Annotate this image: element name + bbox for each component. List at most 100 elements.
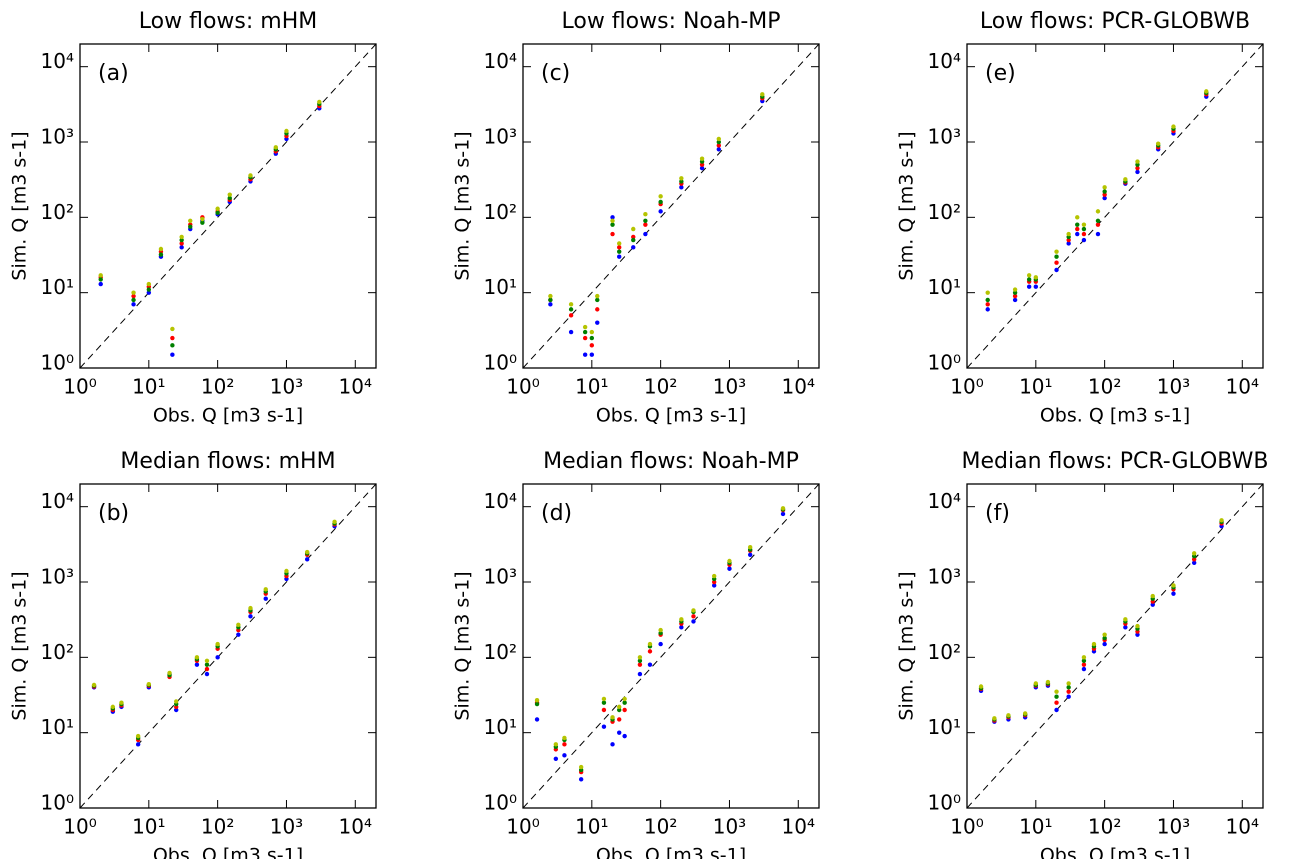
data-point [562, 735, 567, 741]
x-tick-label: 10⁴ [782, 815, 815, 839]
data-point [1066, 685, 1071, 690]
data-point [679, 617, 684, 622]
data-point [601, 696, 607, 702]
data-point [553, 756, 559, 761]
annotation: (a) [98, 61, 129, 86]
y-tick-label: 10¹ [484, 275, 517, 299]
data-point [631, 245, 636, 250]
data-point [170, 343, 175, 348]
data-point [215, 655, 220, 660]
y-tick-label: 10³ [484, 125, 517, 149]
data-point [1091, 641, 1097, 647]
data-point [236, 632, 241, 637]
data-point [1066, 237, 1071, 243]
data-point [1135, 162, 1140, 167]
data-point [631, 226, 636, 232]
data-point [647, 662, 653, 667]
data-point [1135, 165, 1140, 171]
data-point [1054, 707, 1059, 713]
data-point [188, 224, 193, 229]
data-point [595, 297, 600, 303]
subplot-title: Low flows: Noah-MP [561, 9, 780, 34]
data-point [135, 733, 141, 739]
data-point [135, 742, 141, 747]
data-point [631, 237, 636, 243]
data-point [1054, 267, 1059, 273]
data-point [617, 241, 622, 246]
data-point [1219, 518, 1224, 523]
x-axis-label: Obs. Q [m3 s-1] [1040, 405, 1190, 427]
data-point [167, 670, 172, 676]
plot-frame [522, 43, 820, 369]
data-point [1054, 694, 1059, 699]
y-tick-label: 10⁰ [484, 791, 517, 815]
y-tick-label: 10⁴ [484, 49, 517, 73]
data-point [534, 701, 540, 707]
data-point [582, 352, 588, 357]
data-point [1054, 689, 1059, 694]
data-point [1171, 591, 1176, 596]
subplot: Low flows: mHM 10⁰ 10¹ 10² 10³ 10⁴ 10⁰ 10¹ 10² 10… [9, 9, 377, 427]
data-point [1095, 209, 1101, 214]
data-point [146, 287, 152, 292]
data-point [610, 222, 615, 227]
data-point [179, 245, 184, 250]
data-point [1095, 231, 1101, 237]
data-point [146, 281, 152, 287]
data-point [1075, 222, 1080, 227]
data-point [248, 173, 253, 178]
data-point [1102, 632, 1107, 637]
data-point [1135, 623, 1140, 629]
data-point [1102, 189, 1107, 194]
x-tick-label: 10⁴ [1226, 815, 1259, 839]
data-point [1171, 124, 1176, 129]
x-tick-label: 10³ [1157, 815, 1190, 839]
data-point [98, 281, 103, 287]
subplot: Median flows: Noah-MP 10⁰ 10¹ 10² 10³ 10⁴ 10⁰ 1… [452, 449, 820, 859]
data-point [332, 519, 337, 524]
data-point [589, 352, 595, 357]
data-point [1066, 231, 1071, 237]
data-point [548, 297, 553, 303]
data-point [643, 218, 648, 223]
data-point [691, 614, 696, 619]
data-point [658, 199, 663, 205]
data-point [595, 293, 600, 299]
data-point [200, 216, 205, 222]
x-tick-label: 10⁰ [506, 815, 539, 839]
data-point [622, 696, 627, 702]
y-tick-label: 10³ [928, 565, 961, 589]
data-point [1095, 222, 1101, 227]
plot-frame [966, 483, 1264, 809]
subplot-title: Median flows: PCR-GLOBWB [962, 449, 1269, 474]
annotation: (c) [541, 61, 570, 86]
y-tick-label: 10³ [484, 565, 517, 589]
data-point [711, 583, 717, 588]
data-point [263, 596, 268, 601]
data-point [1123, 625, 1128, 630]
data-point [679, 179, 684, 184]
data-point [158, 252, 164, 257]
data-point [643, 212, 648, 217]
data-point [679, 176, 684, 181]
x-tick-label: 10² [644, 815, 677, 839]
data-point [780, 506, 786, 511]
y-tick-label: 10¹ [41, 275, 74, 299]
data-point [1171, 583, 1176, 588]
data-point [1081, 222, 1087, 227]
plot-frame [79, 43, 377, 369]
data-point [582, 324, 588, 330]
x-tick-label: 10⁴ [1226, 375, 1259, 399]
data-point [227, 192, 232, 197]
y-tick-label: 10⁰ [41, 351, 74, 375]
data-point [637, 655, 643, 660]
data-point [236, 622, 241, 628]
data-point [204, 671, 210, 677]
data-point [978, 684, 984, 689]
annotation: (d) [541, 501, 572, 526]
data-point [1026, 284, 1032, 289]
data-point [98, 277, 103, 282]
data-point [1191, 557, 1197, 562]
data-point [622, 733, 627, 739]
